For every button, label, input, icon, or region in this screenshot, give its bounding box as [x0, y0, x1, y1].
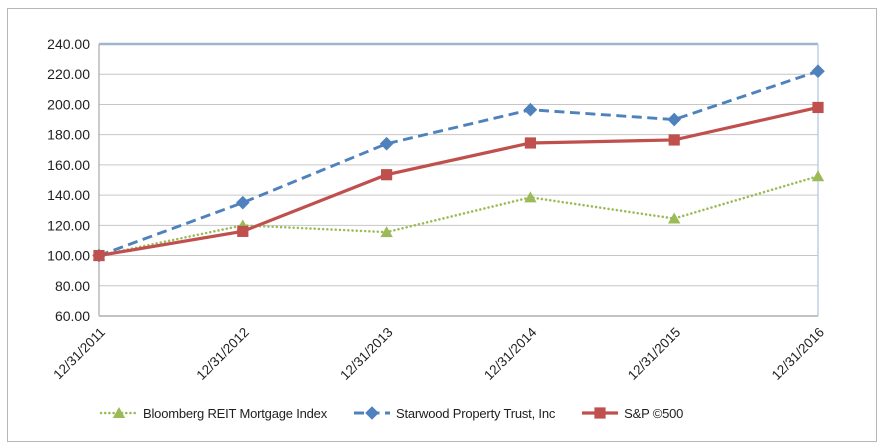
- legend-entry-sp500: S&P ©500: [581, 405, 683, 421]
- legend-label-sp500: S&P ©500: [624, 405, 684, 421]
- y-axis-labels: 240.00 220.00 200.00 180.00 160.00 140.00 120.…: [47, 36, 90, 324]
- svg-text:200.00: 200.00: [47, 96, 90, 112]
- red-solid-square-legend-marker-icon: [582, 407, 619, 419]
- svg-text:120.00: 120.00: [47, 217, 90, 233]
- svg-text:240.00: 240.00: [47, 36, 90, 52]
- series-s-p-500: [93, 101, 824, 262]
- svg-text:220.00: 220.00: [47, 66, 90, 82]
- x-axis-labels: 12/31/2011 12/31/2012 12/31/2013 12/31/2014…: [50, 324, 827, 383]
- green-dotted-triangle-legend-marker-icon: [100, 407, 138, 418]
- svg-text:80.00: 80.00: [55, 278, 90, 294]
- svg-text:12/31/2011: 12/31/2011: [50, 325, 108, 383]
- svg-text:60.00: 60.00: [55, 308, 90, 324]
- svg-text:160.00: 160.00: [47, 157, 90, 173]
- legend-entry-bloomberg-reit-mortgage-index: Bloomberg REIT Mortgage Index: [100, 405, 327, 421]
- svg-text:12/31/2016: 12/31/2016: [769, 325, 827, 383]
- blue-dashed-diamond-legend-marker-icon: [354, 406, 391, 420]
- svg-text:180.00: 180.00: [47, 127, 90, 143]
- series-starwood-property-trust-inc: [92, 64, 825, 263]
- gridlines: [99, 73, 818, 287]
- svg-text:140.00: 140.00: [47, 187, 90, 203]
- legend-label-bloomberg: Bloomberg REIT Mortgage Index: [143, 405, 328, 421]
- svg-text:12/31/2014: 12/31/2014: [481, 324, 540, 383]
- svg-text:12/31/2013: 12/31/2013: [337, 325, 395, 383]
- chart-legend: Bloomberg REIT Mortgage Index Starwood P…: [100, 400, 709, 426]
- series-bloomberg-reit-mortgage-index: [92, 170, 825, 261]
- legend-entry-starwood-property-trust: Starwood Property Trust, Inc: [353, 405, 555, 421]
- svg-text:12/31/2015: 12/31/2015: [625, 325, 683, 383]
- legend-label-starwood: Starwood Property Trust, Inc: [396, 405, 556, 421]
- svg-text:100.00: 100.00: [47, 248, 90, 264]
- svg-text:12/31/2012: 12/31/2012: [194, 325, 252, 383]
- axes: [98, 42, 819, 317]
